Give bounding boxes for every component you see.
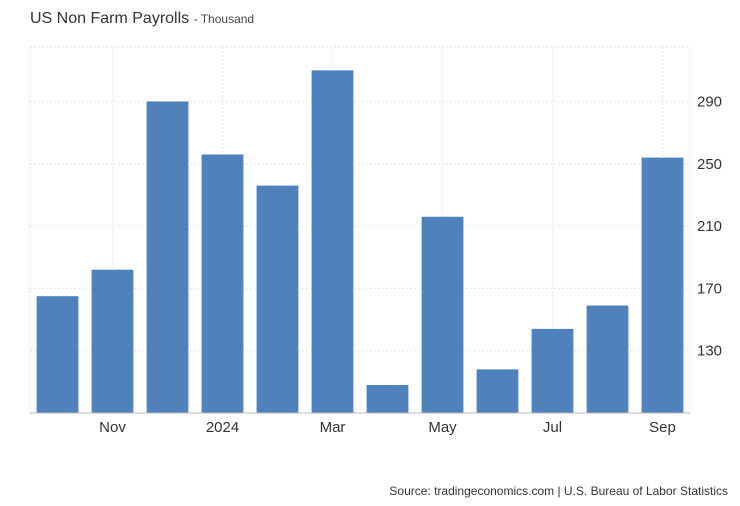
source-note: Source: tradingeconomics.com | U.S. Bure… bbox=[389, 484, 728, 498]
x-tick-label: Nov bbox=[99, 419, 126, 436]
chart-title: US Non Farm Payrolls bbox=[30, 10, 190, 27]
bar bbox=[366, 384, 409, 413]
x-tick-label: Mar bbox=[320, 419, 346, 436]
x-tick-label: Sep bbox=[649, 419, 676, 436]
bar bbox=[36, 296, 79, 413]
bar-chart: 130 170 210 250 290 Nov 2024 Mar May Jul Sep bbox=[29, 46, 722, 436]
y-tick-label: 170 bbox=[697, 280, 722, 297]
bar bbox=[421, 216, 464, 413]
y-tick-label: 210 bbox=[697, 218, 722, 235]
bar bbox=[311, 70, 354, 414]
x-tick-label: 2024 bbox=[206, 419, 239, 436]
bar bbox=[641, 157, 684, 413]
bar bbox=[146, 101, 189, 414]
chart-subtitle: - Thousand bbox=[193, 12, 255, 26]
bar bbox=[531, 328, 574, 413]
x-tick-label: May bbox=[428, 419, 457, 436]
bar bbox=[586, 305, 629, 413]
y-tick-label: 130 bbox=[697, 343, 722, 360]
chart-title-row: US Non Farm Payrolls - Thousand bbox=[30, 10, 254, 28]
y-tick-label: 290 bbox=[697, 94, 722, 111]
bar bbox=[91, 269, 134, 413]
y-tick-label: 250 bbox=[697, 156, 722, 173]
bar bbox=[476, 369, 519, 413]
x-tick-label: Jul bbox=[543, 419, 562, 436]
bar bbox=[201, 154, 244, 413]
bar bbox=[256, 185, 299, 413]
